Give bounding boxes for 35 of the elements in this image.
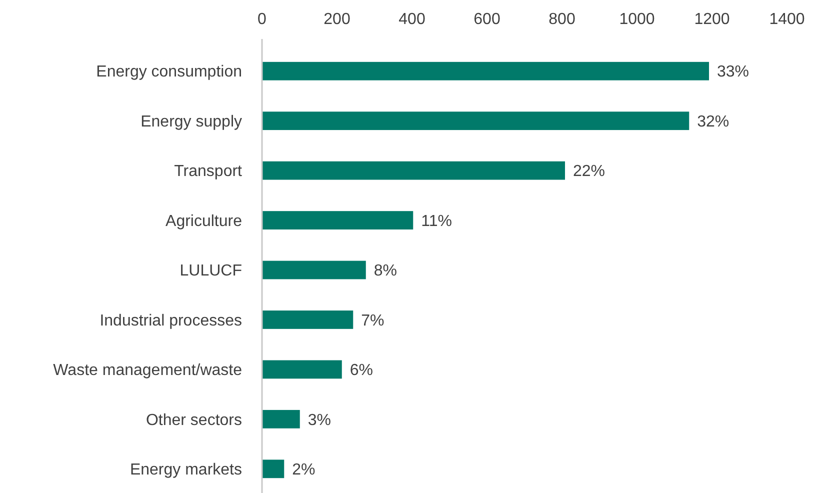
y-tick-label: Agriculture bbox=[166, 212, 242, 230]
annotation: 22% bbox=[573, 163, 606, 180]
y-tick-label: Energy consumption bbox=[96, 64, 242, 81]
annotation: 7% bbox=[361, 312, 384, 330]
annotation: 6% bbox=[350, 362, 373, 380]
y-tick-label: Energy supply bbox=[140, 113, 242, 130]
x-tick-label: 1200 bbox=[694, 11, 730, 28]
x-tick-label: 600 bbox=[474, 11, 500, 28]
bar bbox=[262, 260, 366, 280]
y-tick-label: Energy markets bbox=[130, 461, 242, 478]
bar bbox=[262, 360, 342, 379]
bar bbox=[262, 310, 354, 329]
bar bbox=[262, 161, 565, 180]
y-tick-label: Transport bbox=[174, 163, 243, 180]
bar bbox=[262, 62, 709, 80]
annotation: 3% bbox=[308, 412, 331, 429]
annotation: 8% bbox=[374, 262, 397, 280]
x-tick-label: 400 bbox=[398, 11, 426, 28]
y-tick-label: Waste management/waste bbox=[53, 362, 242, 380]
bar bbox=[262, 460, 284, 478]
annotation: 32% bbox=[697, 113, 730, 130]
x-tick-label: 1400 bbox=[769, 11, 805, 28]
bar bbox=[262, 112, 690, 130]
bar bbox=[262, 211, 414, 230]
y-tick-label: LULUCF bbox=[180, 262, 242, 280]
annotation: 2% bbox=[292, 461, 316, 478]
annotation: 33% bbox=[717, 64, 750, 81]
x-tick-label: 800 bbox=[548, 11, 576, 28]
x-tick-label: 0 bbox=[258, 11, 267, 28]
x-tick-label: 200 bbox=[324, 11, 350, 28]
y-tick-label: Other sectors bbox=[146, 412, 242, 429]
y-tick-label: Industrial processes bbox=[100, 312, 242, 330]
x-tick-label: 1000 bbox=[619, 11, 655, 28]
annotation: 11% bbox=[421, 212, 452, 230]
bar bbox=[262, 410, 300, 428]
